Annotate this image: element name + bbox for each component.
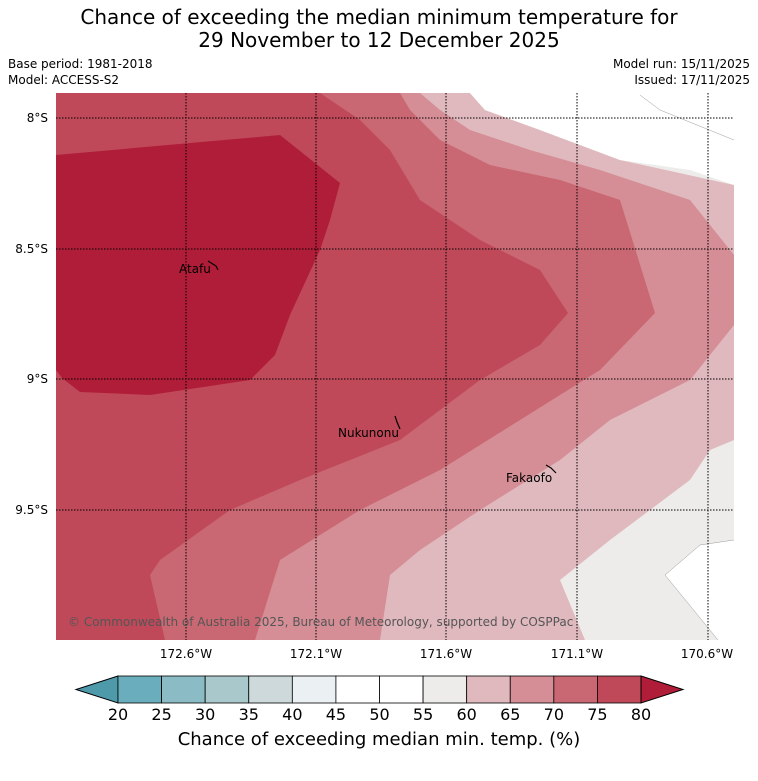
colorbar-swatch [379,675,424,704]
model-run-text: Model run: 15/11/2025 [612,57,750,71]
colorbar-swatch [291,675,337,704]
lon-label: 171.1°W [550,647,604,661]
white-patch-ne [470,93,734,185]
colorbar-title: Chance of exceeding median min. temp. (%… [177,729,581,750]
colorbar-swatch [422,675,468,704]
colorbar-swatch [161,675,206,704]
colorbar-tick-label: 30 [194,705,216,724]
place-label-fakaofo: Fakaofo [506,471,552,485]
chart-title-line-2: 29 November to 12 December 2025 [198,28,560,52]
colorbar-swatch [509,675,555,704]
lat-label: 8.5°S [15,242,48,256]
lon-label: 171.6°W [419,647,473,661]
lon-label: 172.1°W [289,647,343,661]
colorbar-swatch [553,675,598,704]
white-patch-se [665,540,734,640]
colorbar-swatch [597,675,642,704]
colorbar-tick-label: 50 [369,705,390,724]
meta-left: Base period: 1981-2018 Model: ACCESS-S2 [8,56,153,88]
lon-label: 172.6°W [159,647,213,661]
graticule [56,93,734,640]
colorbar [74,675,685,704]
base-period-text: Base period: 1981-2018 [8,57,153,71]
colorbar-tick-label: 60 [456,705,477,724]
colorbar-extend-high [640,675,685,704]
colorbar-swatch [466,675,511,704]
place-label-atafu: Atafu [179,262,211,276]
colorbar-tick-label: 80 [630,705,652,724]
chart-title-line-1: Chance of exceeding the median minimum t… [80,5,678,29]
colorbar-tick-label: 65 [500,705,521,724]
copyright-notice: © Commonwealth of Australia 2025, Bureau… [68,615,573,629]
island-outlines [207,260,557,474]
contour-fills [56,93,734,640]
colorbar-tick-label: 40 [282,705,303,724]
place-label-nukunonu: Nukunonu [338,426,399,440]
colorbar-tick-label: 70 [543,705,564,724]
colorbar-tick-label: 75 [587,705,608,724]
colorbar-extend-low [74,675,119,704]
lon-label: 170.6°W [680,647,734,661]
colorbar-tick-label: 20 [107,705,129,724]
colorbar-tick-label: 55 [412,705,434,724]
contour-lines [639,94,734,640]
colorbar-swatch [248,675,293,704]
colorbar-swatch [117,675,162,704]
colorbar-swatch [204,675,250,704]
lat-label: 9.5°S [15,503,48,517]
lat-label: 9°S [26,372,48,386]
colorbar-swatch [335,675,380,704]
meta-right: Model run: 15/11/2025 Issued: 17/11/2025 [613,56,750,88]
issued-text: Issued: 17/11/2025 [634,73,750,87]
lat-label: 8°S [26,111,48,125]
colorbar-tick-label: 25 [151,705,172,724]
colorbar-tick-label: 45 [325,705,347,724]
band-gt80 [56,135,340,395]
colorbar-tick-label: 35 [238,705,259,724]
model-text: Model: ACCESS-S2 [8,73,120,87]
